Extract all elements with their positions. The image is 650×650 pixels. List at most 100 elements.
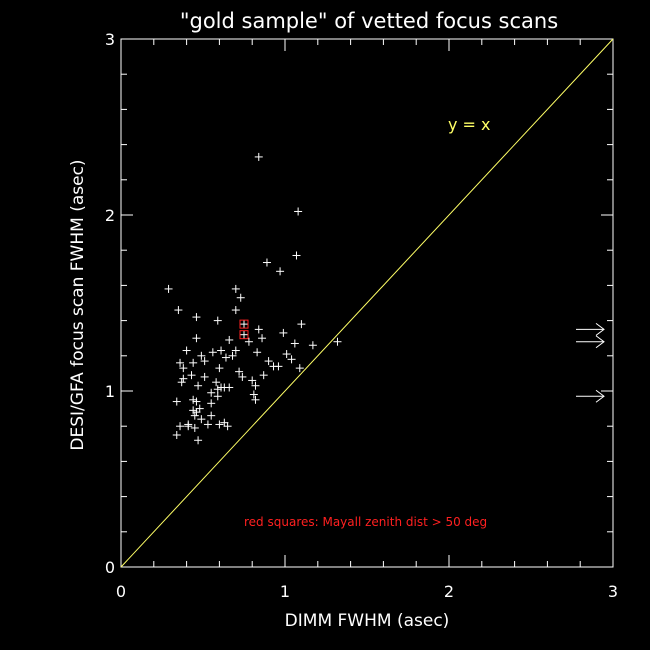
data-point [262, 258, 271, 267]
data-point [195, 404, 204, 413]
data-point [179, 364, 188, 373]
data-point [290, 339, 299, 348]
y-tick-label: 3 [105, 30, 115, 49]
data-point [174, 306, 183, 315]
offscale-arrows [576, 322, 605, 403]
data-points [164, 152, 342, 445]
data-point [192, 313, 201, 322]
data-point [189, 395, 198, 404]
right-arrow-icon [576, 322, 605, 336]
data-point [190, 411, 199, 420]
data-point [192, 334, 201, 343]
data-point [182, 346, 191, 355]
data-point [177, 378, 186, 387]
data-point [279, 328, 288, 337]
data-point [187, 371, 196, 380]
data-point [217, 346, 226, 355]
y-tick-label: 1 [105, 382, 115, 401]
data-point [176, 422, 185, 431]
right-arrow-icon [576, 335, 605, 349]
data-point [251, 395, 260, 404]
data-point [197, 415, 206, 424]
x-axis-label: DIMM FWHM (asec) [285, 611, 450, 631]
data-point [172, 397, 181, 406]
data-point [213, 316, 222, 325]
data-point-red-square [239, 330, 249, 340]
data-point [184, 420, 193, 429]
data-point [282, 350, 291, 359]
data-point [294, 207, 303, 216]
reference-line [120, 38, 614, 568]
data-point [276, 267, 285, 276]
y-tick-label: 2 [105, 206, 115, 225]
data-point-red-square [239, 319, 249, 329]
data-point [253, 348, 262, 357]
data-point [207, 388, 216, 397]
data-point [249, 390, 258, 399]
data-point [208, 348, 217, 357]
data-point [238, 372, 247, 381]
reference-line-label: y = x [448, 115, 491, 134]
data-point [213, 392, 222, 401]
data-point [248, 376, 257, 385]
data-point [254, 325, 263, 334]
data-point [192, 408, 201, 417]
x-tick-label: 3 [608, 582, 618, 601]
data-point [190, 423, 199, 432]
data-point [295, 364, 304, 373]
data-point [274, 362, 283, 371]
data-point [179, 374, 188, 383]
data-point [231, 346, 240, 355]
data-point [225, 383, 234, 392]
x-tick-label: 1 [280, 582, 290, 601]
data-point [308, 341, 317, 350]
data-point [292, 251, 301, 260]
data-point [215, 364, 224, 373]
data-point [223, 422, 232, 431]
data-point [176, 358, 185, 367]
data-point [220, 418, 229, 427]
data-point [197, 351, 206, 360]
data-point [172, 431, 181, 439]
data-point [231, 284, 240, 293]
y-equals-x-line [120, 38, 614, 568]
y-axis-label: DESI/GFA focus scan FWHM (asec) [68, 159, 88, 450]
data-point [259, 371, 268, 380]
data-point [189, 358, 198, 367]
data-point [333, 337, 342, 346]
data-point [231, 306, 240, 315]
plot-frame [120, 38, 614, 568]
axes: 0 1 2 3 0 1 2 3 [105, 30, 618, 601]
data-point [225, 335, 234, 344]
data-point [215, 420, 224, 429]
data-point [192, 397, 201, 406]
data-point [207, 399, 216, 408]
data-point [228, 351, 237, 360]
right-arrow-icon [576, 389, 605, 403]
data-point [221, 353, 230, 362]
data-point [164, 284, 173, 293]
red-squares-annotation: red squares: Mayall zenith dist > 50 deg [244, 515, 487, 529]
chart-title: "gold sample" of vetted focus scans [180, 9, 558, 33]
data-point [189, 406, 198, 415]
data-point [194, 381, 203, 390]
data-point [287, 355, 296, 364]
data-point [207, 411, 216, 420]
data-point [194, 436, 203, 445]
data-point [254, 152, 263, 161]
data-point [213, 385, 222, 394]
y-tick-label: 0 [105, 558, 115, 577]
data-point [236, 293, 245, 302]
data-point [235, 367, 244, 376]
data-point [200, 357, 209, 366]
x-tick-label: 2 [444, 582, 454, 601]
data-point [203, 420, 212, 429]
data-point [264, 357, 273, 366]
data-point [297, 320, 306, 329]
x-tick-label: 0 [116, 582, 126, 601]
data-point [251, 381, 260, 390]
data-point [200, 372, 209, 381]
data-point [244, 337, 253, 346]
